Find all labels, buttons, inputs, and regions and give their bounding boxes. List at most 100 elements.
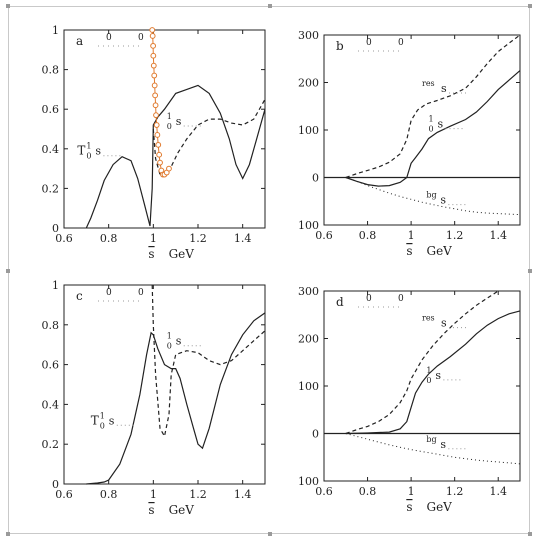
curve-label-tail: s	[441, 82, 447, 95]
data-point-marker	[166, 165, 172, 172]
series-2-line	[345, 433, 521, 465]
y-tick-label: 0	[52, 478, 59, 491]
frame-corner-marker	[268, 532, 272, 536]
curve-label-sup: 1	[426, 366, 431, 375]
y-tick-label: 0	[312, 172, 319, 185]
data-point-marker	[152, 102, 159, 109]
curve-label-symbol: T	[77, 144, 85, 158]
curve-label-tail: s	[109, 414, 115, 427]
panel-header-label: 0	[366, 294, 372, 304]
data-point-marker	[157, 159, 163, 166]
curve-label-tail: s	[440, 194, 446, 207]
x-axis-label-symbol: s	[148, 247, 154, 261]
x-tick-label: 0.6	[315, 485, 333, 498]
y-tick-label: 0	[312, 428, 319, 441]
curve-label-tail: s	[95, 145, 101, 158]
curve-label: T 10 s	[91, 411, 135, 430]
curve-label: 10 s	[426, 366, 462, 385]
curve-label-sup: res	[422, 314, 435, 323]
curve-label-sub: 0	[167, 342, 172, 351]
x-tick-label: 0.8	[100, 232, 118, 245]
curve-label-sup: bg	[426, 435, 436, 444]
curve-label-sub: 0	[167, 122, 172, 131]
x-tick-label: 1.2	[189, 232, 207, 245]
data-point-marker	[154, 132, 161, 138]
x-tick-label: 1.4	[489, 229, 507, 242]
curve-label-sup: 1	[100, 411, 105, 420]
x-axis-label-unit: GeV	[169, 503, 195, 517]
x-tick-label: 0.8	[359, 229, 377, 242]
curve-label-sup: 1	[167, 112, 172, 121]
frame-corner-marker	[528, 532, 532, 536]
y-tick-label: 1	[52, 279, 59, 292]
panel-letter: a	[76, 34, 83, 48]
y-tick-label: 1	[52, 24, 59, 37]
data-point-marker	[153, 112, 159, 119]
y-tick-label: 0.6	[42, 359, 60, 372]
y-tick-label: 100	[298, 475, 319, 488]
data-point-marker	[149, 27, 156, 33]
curve-label: T 10 s	[77, 142, 122, 161]
x-axis-label: s GeV	[406, 244, 452, 258]
curve-label-tail: s	[441, 317, 447, 330]
x-tick-label: 1	[408, 485, 415, 498]
curve-label: bg s	[426, 191, 467, 207]
y-tick-label: 300	[298, 29, 319, 42]
series-0-line	[86, 312, 266, 485]
y-tick-label: 0.4	[42, 143, 60, 156]
curve-label: 10 s	[167, 332, 202, 351]
x-tick-label: 0.8	[359, 485, 377, 498]
x-axis-label-unit: GeV	[426, 244, 452, 258]
panel-letter: b	[336, 39, 344, 53]
x-axis-label: s GeV	[148, 247, 194, 261]
x-tick-label: 0.8	[100, 488, 118, 501]
x-tick-label: 1.2	[446, 229, 464, 242]
y-tick-label: 100	[298, 124, 319, 137]
curve-label-tail: s	[435, 369, 441, 382]
curve-label: res s	[422, 79, 467, 95]
panel-letter: d	[336, 295, 344, 309]
y-tick-label: 200	[298, 77, 319, 90]
data-point-marker	[150, 62, 157, 69]
curve-label-sub: 0	[100, 421, 105, 430]
y-tick-label: 0.2	[42, 182, 60, 195]
panel-header-label: 0	[106, 33, 112, 43]
x-axis-label-unit: GeV	[169, 247, 195, 261]
frame-corner-marker	[6, 532, 10, 536]
x-tick-label: 1.2	[446, 485, 464, 498]
data-point-marker	[149, 33, 156, 39]
frame-corner-marker	[6, 4, 10, 8]
data-point-marker	[151, 72, 158, 79]
figure-frame	[6, 4, 532, 536]
frame-corner-marker	[6, 269, 10, 273]
curve-label-sub: 0	[426, 376, 431, 385]
curve-label: bg s	[426, 435, 467, 451]
y-tick-label: 100	[298, 380, 319, 393]
curve-label: 10 s	[167, 112, 202, 131]
curve-label-tail: s	[176, 115, 182, 128]
y-tick-label: 0.8	[42, 64, 60, 77]
x-tick-label: 1	[150, 232, 157, 245]
x-tick-label: 0.6	[55, 488, 73, 501]
series-1-line	[151, 284, 266, 438]
y-tick-label: 0.2	[42, 438, 60, 451]
panel-header-label: 0	[366, 38, 372, 48]
curve-label-tail: s	[176, 335, 182, 348]
y-tick-label: 300	[298, 285, 319, 298]
data-point-marker	[156, 151, 163, 158]
panel-header-label: 0	[106, 288, 112, 298]
data-point-marker	[152, 92, 159, 99]
curve-label-sub: 0	[429, 125, 434, 134]
curve-label-sup: 1	[86, 142, 91, 151]
curve-label-sup: 1	[429, 115, 434, 124]
data-point-marker	[153, 122, 160, 128]
series-1-line	[152, 99, 266, 176]
curve-label-sup: res	[422, 79, 435, 88]
x-tick-label: 1	[150, 488, 157, 501]
data-point-marker	[150, 52, 157, 59]
y-tick-label: 200	[298, 333, 319, 346]
curve-label-sub: 0	[86, 152, 91, 161]
x-axis-label-symbol: s	[406, 244, 412, 258]
